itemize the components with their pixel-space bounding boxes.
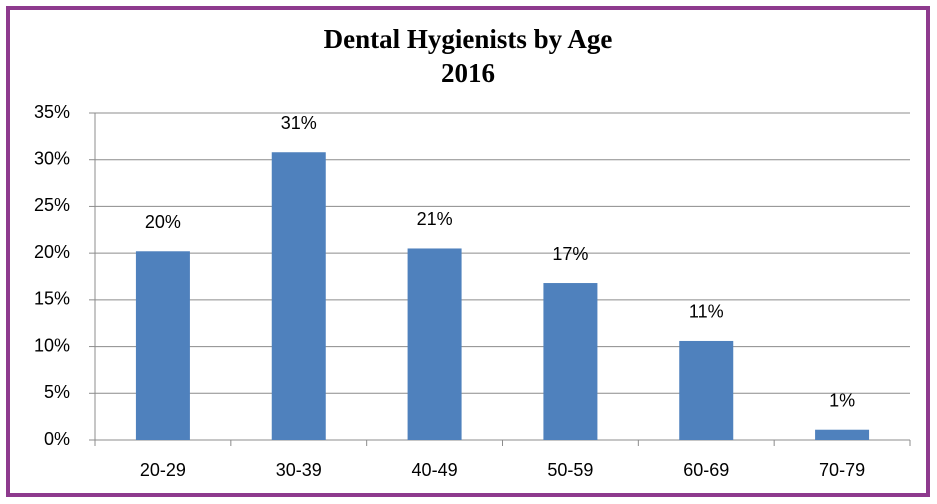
x-tick-label: 40-49 [412, 460, 458, 480]
data-label: 11% [689, 302, 724, 322]
x-tick-label: 30-39 [276, 460, 322, 480]
y-tick-label: 15% [34, 289, 70, 309]
x-tick-label: 20-29 [140, 460, 186, 480]
y-tick-label: 20% [34, 242, 70, 262]
x-tick-label: 70-79 [819, 460, 865, 480]
data-label: 21% [417, 209, 453, 229]
bar [543, 283, 598, 440]
y-tick-label: 35% [34, 102, 70, 122]
data-label: 1% [829, 390, 855, 410]
bar [407, 248, 462, 440]
bar [679, 340, 734, 440]
y-tick-label: 10% [34, 335, 70, 355]
data-label: 31% [281, 113, 317, 133]
data-label: 17% [552, 244, 588, 264]
y-tick-label: 0% [44, 429, 70, 449]
y-tick-label: 5% [44, 382, 70, 402]
chart-title: Dental Hygienists by Age [324, 24, 613, 54]
data-label: 20% [145, 212, 181, 232]
x-tick-label: 60-69 [683, 460, 729, 480]
bar [815, 429, 870, 440]
bar [271, 152, 326, 441]
bar [135, 251, 190, 440]
x-tick-label: 50-59 [547, 460, 593, 480]
y-tick-label: 30% [34, 148, 70, 168]
chart-subtitle: 2016 [441, 58, 495, 88]
y-tick-label: 25% [34, 195, 70, 215]
